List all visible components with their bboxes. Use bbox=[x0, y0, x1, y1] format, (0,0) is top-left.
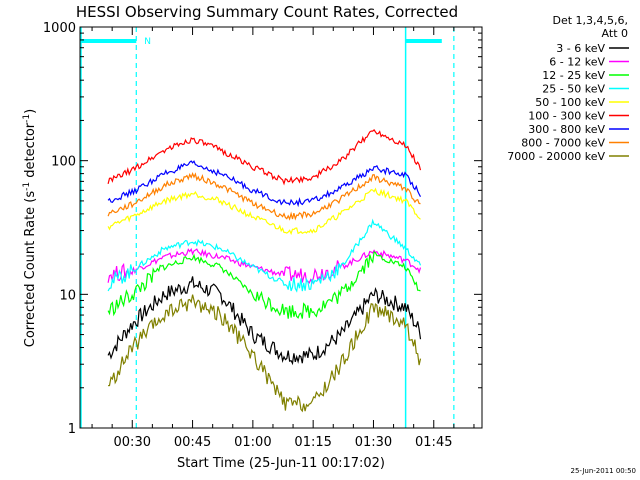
series-line bbox=[107, 129, 422, 186]
legend-header-line-2: Att 0 bbox=[602, 27, 628, 40]
legend-header-line-1: Det 1,3,4,5,6, bbox=[552, 14, 628, 27]
x-tick-label: 01:30 bbox=[355, 435, 392, 450]
x-tick-label: 00:30 bbox=[114, 435, 151, 450]
y-axis-label: Corrected Count Rate (s-1 detector-1) bbox=[22, 109, 38, 347]
axes: 1 10 100 1000 00:30 00:45 01:00 01:15 01:30 01:45 bbox=[43, 21, 482, 450]
y-tick-label: 1 bbox=[68, 422, 76, 437]
legend-label: 25 - 50 keV bbox=[542, 83, 605, 96]
y-tick-label: 10 bbox=[59, 288, 76, 303]
legend-label: 3 - 6 keV bbox=[556, 42, 605, 55]
legend-label: 300 - 800 keV bbox=[528, 123, 605, 136]
legend-label: 100 - 300 keV bbox=[528, 110, 605, 123]
chart-title: HESSI Observing Summary Count Rates, Cor… bbox=[76, 3, 458, 21]
plot-frame bbox=[79, 26, 483, 429]
series-line bbox=[108, 294, 422, 413]
legend-label: 12 - 25 keV bbox=[542, 69, 605, 82]
series-line bbox=[107, 276, 422, 366]
y-tick-label: 100 bbox=[51, 155, 76, 170]
legend-label: 6 - 12 keV bbox=[549, 56, 605, 69]
series-line bbox=[107, 187, 421, 236]
flag-label: N bbox=[144, 37, 151, 47]
x-axis-label: Start Time (25-Jun-11 00:17:02) bbox=[177, 456, 385, 471]
x-tick-label: 01:45 bbox=[415, 435, 452, 450]
x-tick-label: 01:15 bbox=[294, 435, 331, 450]
timestamp: 25-Jun-2011 00:50 bbox=[571, 467, 637, 475]
legend-label: 50 - 100 keV bbox=[535, 96, 605, 109]
series-line bbox=[107, 218, 422, 293]
plot-area: N bbox=[80, 27, 455, 428]
legend-label: 800 - 7000 keV bbox=[521, 137, 605, 150]
series-line bbox=[107, 160, 422, 208]
y-tick-label: 1000 bbox=[43, 21, 76, 36]
series-line bbox=[107, 251, 421, 319]
x-tick-label: 01:00 bbox=[234, 435, 271, 450]
legend-label: 7000 - 20000 keV bbox=[507, 150, 605, 163]
x-tick-label: 00:45 bbox=[174, 435, 211, 450]
series-line bbox=[107, 171, 421, 221]
